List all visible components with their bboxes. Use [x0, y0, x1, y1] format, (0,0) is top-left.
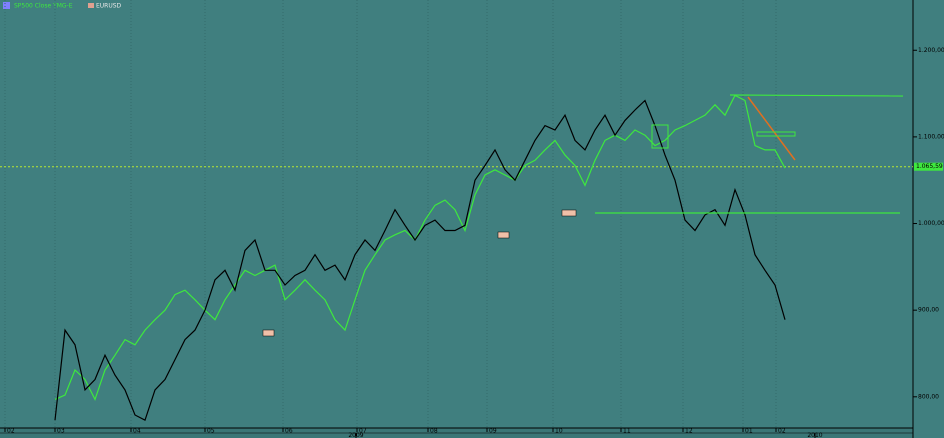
- icon: [88, 3, 94, 8]
- trend-line: [747, 96, 796, 161]
- x-tick-label: 08: [430, 428, 438, 435]
- plot: [0, 0, 913, 428]
- x-tick-label: 03: [57, 428, 65, 435]
- x-tick-label: 07: [359, 428, 367, 435]
- trend-line: [729, 94, 904, 97]
- price-marker-label: 1.065,59: [916, 163, 943, 170]
- x-tick-label: 01: [745, 428, 753, 435]
- x-tick-label: 09: [489, 428, 497, 435]
- box-marker: [756, 131, 796, 137]
- event-flag: [262, 329, 275, 337]
- series-line: [54, 94, 786, 401]
- x-tick-label: 06: [285, 428, 293, 435]
- y-tick-label: 900,00: [918, 307, 939, 314]
- x-tick-label: 05: [207, 428, 215, 435]
- x-tick-label: 12: [685, 428, 693, 435]
- x-tick-label: 02: [7, 428, 15, 435]
- legend-entry[interactable]: EURUSD: [96, 3, 122, 10]
- y-tick-label: 1.100,00: [918, 133, 944, 140]
- x-tick-label: 11: [623, 428, 631, 435]
- x-tick-label: 10: [555, 428, 563, 435]
- year-tick-label: 2010: [807, 432, 822, 438]
- icon: [3, 2, 10, 9]
- series-line: [54, 99, 786, 422]
- y-tick-label: 1.000,00: [918, 220, 944, 227]
- event-flag: [497, 231, 510, 239]
- y-tick-label: 1.200,00: [918, 47, 944, 54]
- y-tick-label: 800,00: [918, 393, 939, 400]
- event-flag: [561, 209, 577, 217]
- x-tick-label: 04: [133, 428, 141, 435]
- x-tick-label: 02: [778, 428, 786, 435]
- year-tick-label: 2009: [348, 432, 363, 438]
- box-marker: [651, 124, 669, 149]
- legend-entry[interactable]: SP500 Close TMG-E: [14, 3, 73, 10]
- price-marker: [914, 162, 943, 171]
